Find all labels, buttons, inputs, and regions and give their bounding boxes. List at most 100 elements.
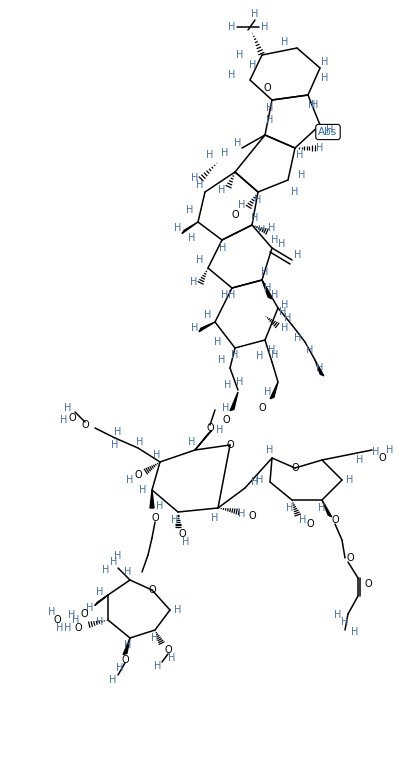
Text: H: H [316,143,324,153]
Text: Abs: Abs [318,127,337,137]
Text: H: H [251,9,258,19]
Text: H: H [110,557,118,567]
Text: H: H [256,475,264,485]
Text: O: O [222,415,230,425]
Text: H: H [187,205,194,215]
Text: H: H [271,235,279,245]
Text: H: H [218,355,226,365]
Polygon shape [195,430,211,450]
Text: H: H [191,323,199,333]
Text: O: O [331,515,339,525]
Text: H: H [351,627,359,637]
Text: H: H [102,565,110,575]
Text: H: H [306,345,314,355]
Polygon shape [199,322,215,332]
Text: O: O [346,553,354,563]
Text: H: H [204,310,212,320]
Text: H: H [182,537,190,547]
Text: H: H [238,509,246,519]
Polygon shape [95,595,108,605]
Text: H: H [251,213,258,223]
Polygon shape [123,638,130,654]
Text: H: H [116,663,124,673]
Text: O: O [178,529,186,539]
Text: H: H [268,345,276,355]
Text: H: H [124,567,132,577]
Polygon shape [322,500,332,517]
Text: H: H [346,475,354,485]
Text: H: H [278,239,286,249]
Text: H: H [296,150,304,160]
Text: O: O [121,655,129,665]
Text: H: H [218,185,226,195]
Text: O: O [81,420,89,430]
Text: H: H [156,501,164,511]
Text: H: H [126,475,134,485]
Text: H: H [174,605,182,615]
Text: O: O [226,440,234,450]
Text: H: H [294,333,302,343]
Text: H: H [291,187,299,197]
Text: H: H [281,300,289,310]
Text: H: H [139,485,147,495]
Text: H: H [264,283,272,293]
Text: H: H [342,617,349,627]
Text: H: H [196,180,204,190]
Text: H: H [308,100,316,110]
Text: H: H [96,587,104,597]
Polygon shape [182,222,198,233]
Text: H: H [228,70,236,80]
Text: H: H [264,387,272,397]
Text: H: H [299,515,307,525]
Text: H: H [334,610,342,620]
Text: H: H [188,437,196,447]
Text: H: H [261,267,269,277]
Text: O: O [74,623,82,633]
Text: H: H [258,225,266,235]
Text: H: H [251,477,258,487]
Text: H: H [214,337,222,347]
Text: O: O [263,83,271,93]
Text: H: H [216,425,224,435]
Text: O: O [206,423,214,433]
Text: H: H [236,50,244,60]
Text: H: H [316,363,324,373]
Text: H: H [286,503,294,513]
Polygon shape [230,392,238,410]
Text: H: H [109,675,117,685]
Text: H: H [221,148,229,158]
Text: H: H [64,623,72,633]
Text: H: H [206,150,213,160]
Polygon shape [270,382,278,399]
Text: H: H [153,450,161,460]
Text: H: H [224,380,231,390]
Text: H: H [266,115,274,125]
Text: H: H [321,57,329,67]
Text: O: O [231,210,239,220]
Text: H: H [60,415,67,425]
Polygon shape [315,360,324,376]
Text: H: H [256,351,264,361]
Text: H: H [96,617,104,627]
Text: H: H [234,138,242,148]
Text: O: O [80,609,88,619]
Text: H: H [326,125,334,135]
Text: O: O [148,585,156,595]
Text: H: H [56,623,64,633]
Text: H: H [228,290,236,300]
Text: H: H [279,307,287,317]
Text: H: H [268,223,276,233]
Text: H: H [266,445,274,455]
Text: H: H [372,447,380,457]
Text: H: H [188,233,196,243]
Text: H: H [236,377,244,387]
Text: O: O [68,413,76,423]
Text: H: H [266,103,274,113]
Text: O: O [364,579,372,589]
Text: H: H [86,603,94,613]
Text: H: H [169,653,176,663]
Text: H: H [136,437,144,447]
Text: H: H [151,633,159,643]
Text: H: H [171,515,179,525]
Text: H: H [298,170,306,180]
